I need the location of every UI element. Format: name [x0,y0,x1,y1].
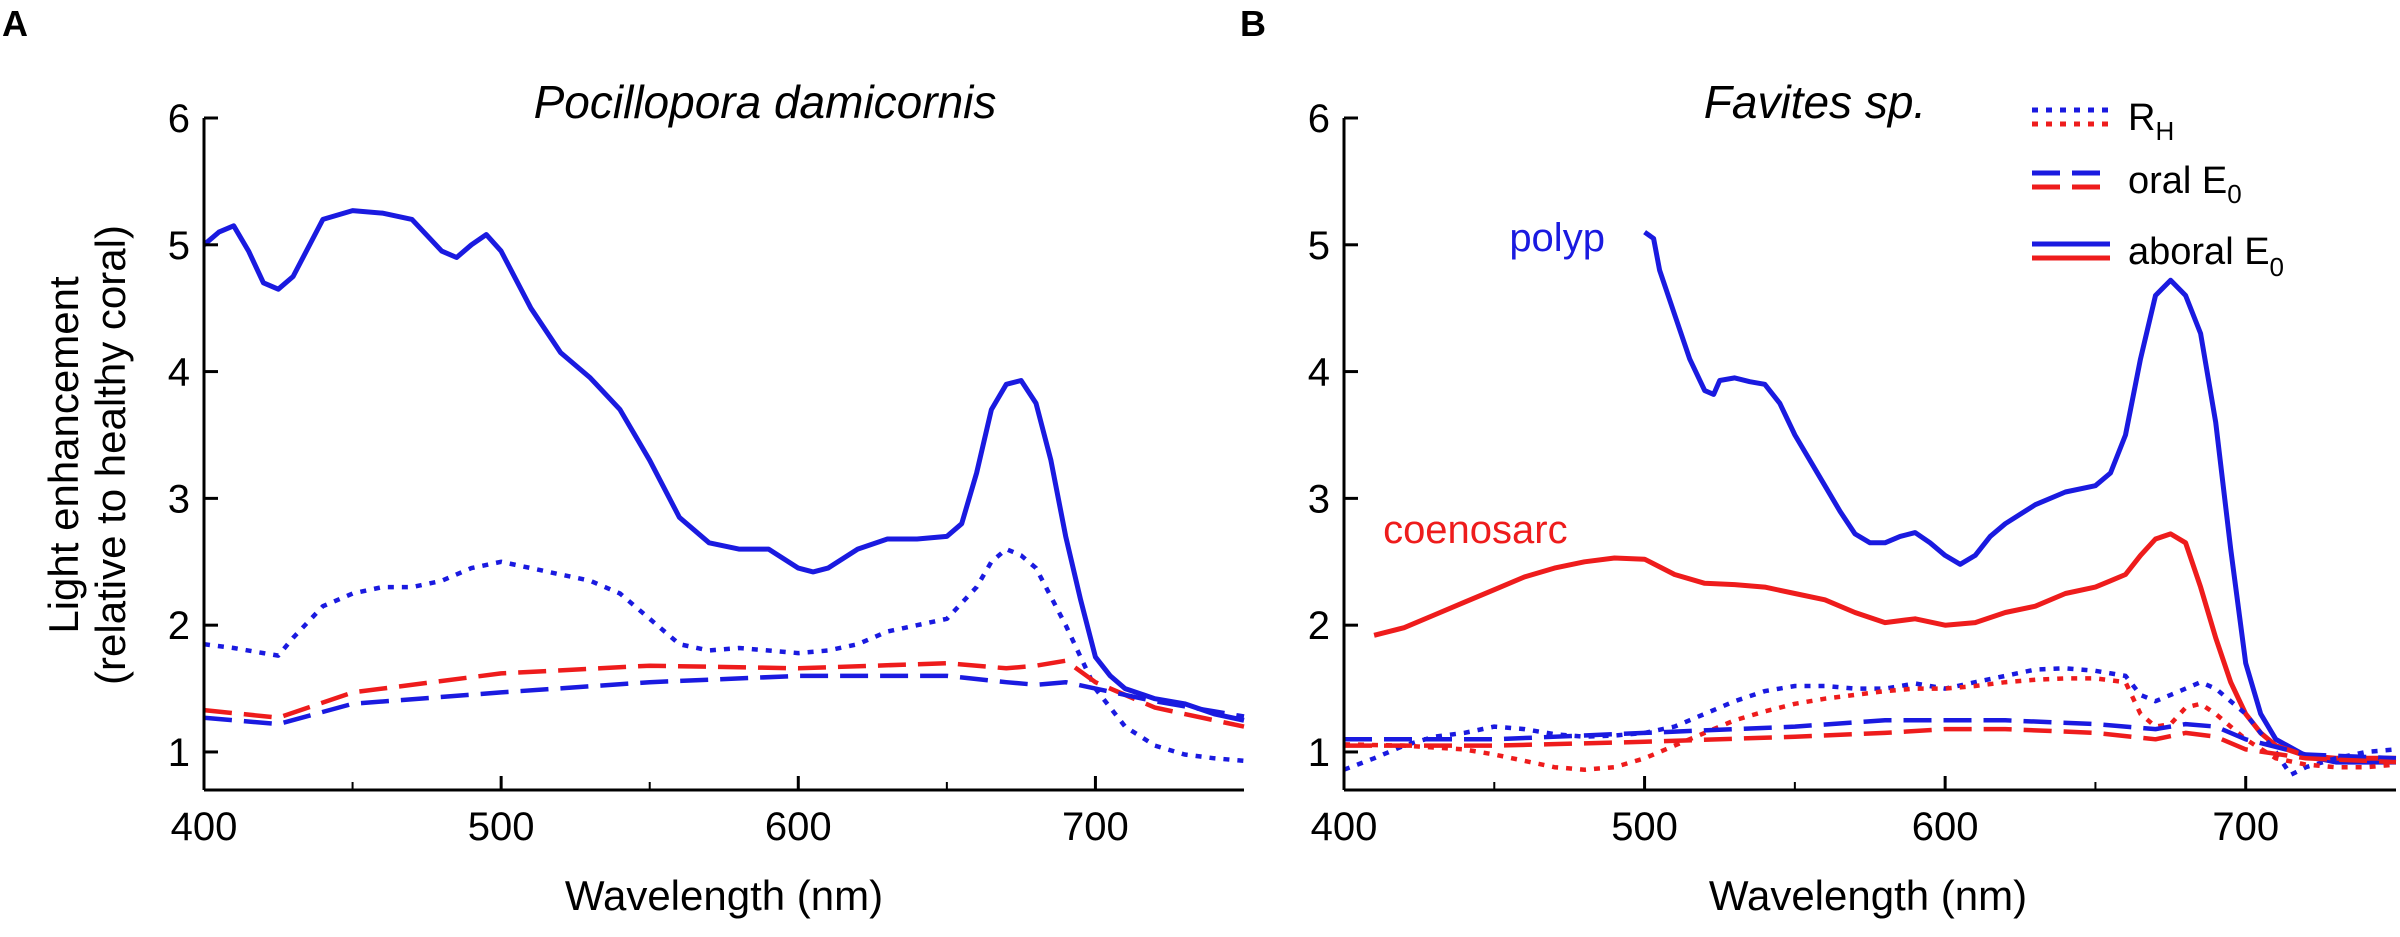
series-line-b-0 [1643,230,2396,765]
annotation-polyp: polyp [1509,216,1605,260]
legend-text-oral: oral E [2128,160,2227,202]
y-tick-label: 3 [1308,477,1330,521]
legend-entry-rh: RH [2032,97,2174,146]
x-tick-label: 600 [1912,805,1979,849]
series-line-b-2 [1343,666,2397,778]
x-tick-label: 400 [1311,805,1378,849]
x-tick-label: 500 [1611,805,1678,849]
y-tick-label: 2 [168,604,190,648]
legend-sub-oral: 0 [2227,179,2241,209]
legend-text-rh: R [2128,97,2155,139]
series-line-a-2 [203,658,1245,729]
y-tick-label: 4 [168,351,190,395]
series-line-a-1 [203,546,1245,764]
ticks-layer-a: 400 500 600 700 1 2 3 4 5 6 [168,97,1129,849]
series-line-b-5 [1344,726,2397,765]
y-tick-label: 5 [168,224,190,268]
chart-title-a: Pocillopora damicornis [534,76,997,128]
annotation-coenosarc: coenosarc [1383,508,1568,552]
legend-entry-oral: oral E0 [2032,160,2242,209]
y-tick-label: 1 [168,731,190,775]
ticks-layer-b: 400 500 600 700 1 2 3 4 5 6 [1308,97,2279,849]
legend-label-oral: oral E0 [2128,160,2242,209]
series-line-b-1 [1373,531,2396,761]
y-tick-label: 6 [1308,97,1330,141]
x-tick-label: 400 [171,805,238,849]
annotations-b: polyp coenosarc [1383,216,1605,552]
panel-a: A Pocillopora damicornis 400 500 600 700 1 2 3… [2,3,1245,919]
x-tick-label: 700 [1062,805,1129,849]
x-tick-label: 600 [765,805,832,849]
y-axis-label-line-2: (relative to healthy coral) [87,225,134,685]
legend-text-aboral: aboral E [2128,231,2270,273]
y-tick-label: 5 [1308,224,1330,268]
series-layer-b [1343,230,2397,778]
legend-label-aboral: aboral E0 [2128,231,2284,282]
x-axis-label-a: Wavelength (nm) [565,872,883,919]
series-line-a-0 [202,208,1245,723]
series-line-a-3 [203,673,1245,727]
series-line-b-3 [1343,676,2397,772]
legend-label-rh: RH [2128,97,2174,146]
panel-letter-a: A [2,3,28,44]
legend: RH oral E0 aboral E0 [2032,97,2284,282]
y-tick-label: 3 [168,477,190,521]
series-line-b-4 [1344,718,2397,761]
y-tick-label: 6 [168,97,190,141]
legend-sub-aboral: 0 [2270,252,2284,282]
chart-title-b: Favites sp. [1704,76,1926,128]
y-tick-label: 2 [1308,604,1330,648]
series-layer-a [202,208,1245,764]
y-tick-label: 1 [1308,731,1330,775]
y-axis-label-line-1: Light enhancement [40,276,87,634]
legend-entry-aboral: aboral E0 [2032,231,2284,282]
x-tick-label: 500 [468,805,535,849]
x-tick-label: 700 [2212,805,2279,849]
x-axis-label-b: Wavelength (nm) [1709,872,2027,919]
panel-b: B Favites sp. 400 500 600 700 1 2 3 4 5 6 Wavelen… [1240,3,2397,919]
panel-letter-b: B [1240,3,1266,44]
y-tick-label: 4 [1308,351,1330,395]
legend-sub-rh: H [2155,116,2174,146]
